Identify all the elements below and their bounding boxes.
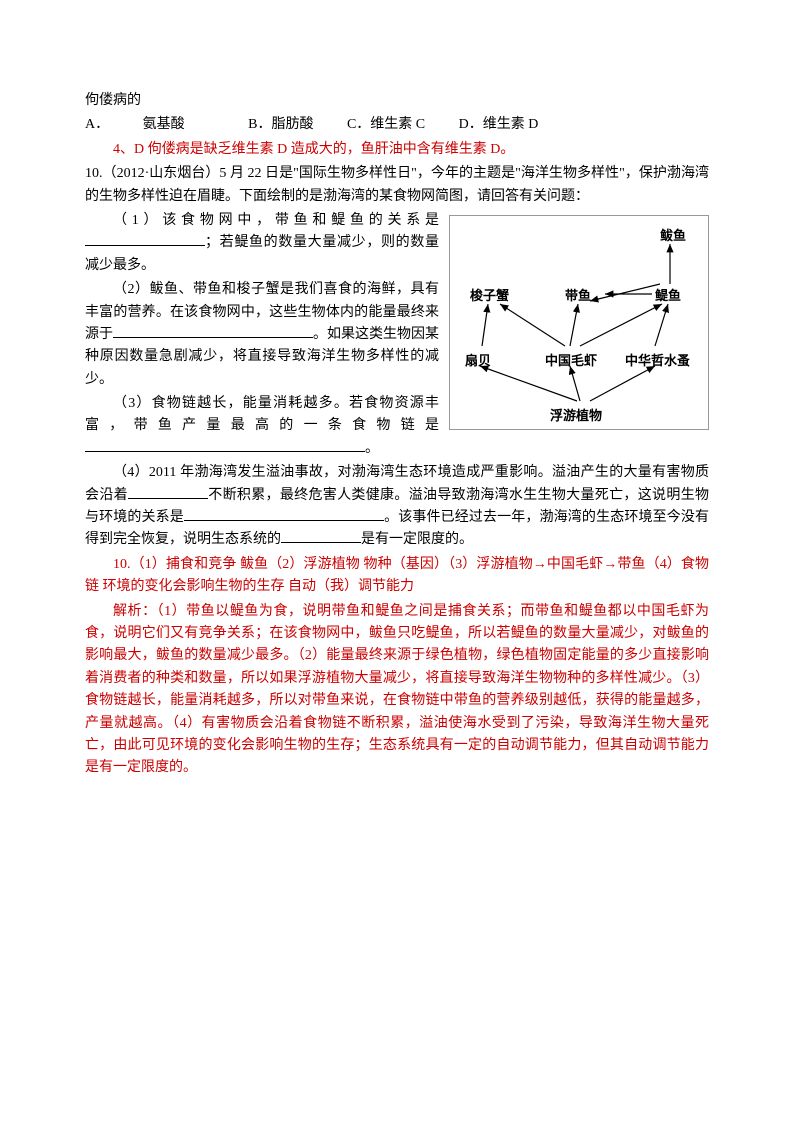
line-disease: 佝偻病的: [85, 90, 709, 112]
diagram-node: 带鱼: [565, 286, 591, 307]
option-d: D．维生素 D: [459, 117, 539, 132]
diagram-node: 浮游植物: [550, 406, 602, 427]
q3-text-b: 。: [365, 441, 379, 456]
question-10-intro: 10.（2012·山东烟台）5 月 22 日是"国际生物多样性日"，今年的主题是…: [85, 163, 709, 208]
options-line: A． 氨基酸 B．脂肪酸 C．维生素 C D．维生素 D: [85, 114, 709, 136]
q4-text-d: 是有一定限度的。: [361, 532, 473, 547]
q3-text-a: （3）食物链越长，能量消耗越多。若食物资源丰富，带鱼产量最高的一条食物链是: [85, 396, 439, 433]
blank-q4a: [128, 485, 208, 499]
option-a: A． 氨基酸: [85, 117, 215, 132]
diagram-node: 中华哲水蚤: [625, 351, 690, 372]
food-web-diagram: 鲅鱼梭子蟹 带鱼 鳀鱼扇贝 中国毛虾 中华哲水蚤浮游植物: [449, 215, 709, 430]
answer-10: 10.（1）捕食和竞争 鲅鱼（2）浮游植物 物种（基因）（3）浮游植物→中国毛虾…: [85, 554, 709, 599]
explanation: 解析：（1）带鱼以鳀鱼为食，说明带鱼和鳀鱼之间是捕食关系；而带鱼和鳀鱼都以中国毛…: [85, 601, 709, 780]
blank-q4c: [281, 529, 361, 543]
blank-q1: [85, 232, 205, 246]
diagram-node: 中国毛虾: [545, 351, 597, 372]
option-c: C．维生素 C: [347, 117, 425, 132]
q4: （4）2011 年渤海湾发生溢油事故，对渤海湾生态环境造成严重影响。溢油产生的大…: [85, 462, 709, 552]
q1-text-a: （1）该食物网中，带鱼和鳀鱼的关系是: [113, 213, 439, 228]
diagram-node: 梭子蟹: [470, 286, 509, 307]
blank-q2: [113, 324, 313, 338]
diagram-node: 鳀鱼: [655, 286, 681, 307]
option-b: B．脂肪酸: [248, 117, 313, 132]
diagram-node: 鲅鱼: [660, 226, 686, 247]
diagram-node: 扇贝: [465, 351, 491, 372]
blank-q4b: [184, 507, 384, 521]
diagram-arrows: [450, 216, 708, 429]
blank-q3: [85, 438, 365, 452]
answer-4d: 4、D 佝偻病是缺乏维生素 D 造成大的，鱼肝油中含有维生素 D。: [85, 139, 709, 161]
